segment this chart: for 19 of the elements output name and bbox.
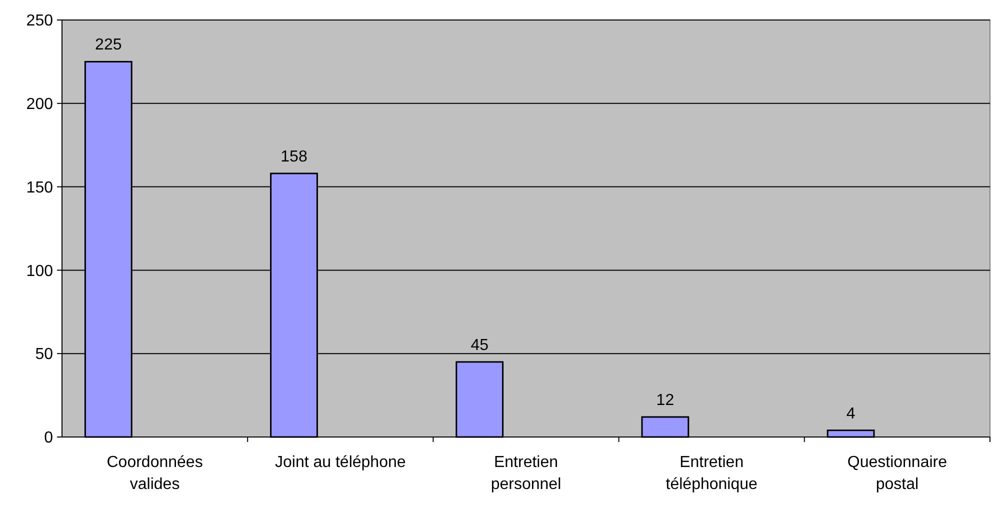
data-label: 225: [95, 36, 122, 54]
y-tick-label: 200: [26, 96, 54, 113]
x-tick-label: Entretien personnel: [490, 454, 562, 493]
data-label: 4: [846, 405, 856, 422]
x-tick-label: Joint au téléphone: [275, 454, 406, 471]
x-tick-label: Coordonnées valides: [106, 454, 203, 493]
y-tick-label: 250: [26, 12, 54, 30]
data-label: 45: [470, 336, 489, 354]
bar: [641, 416, 690, 438]
y-tick-label: 50: [35, 346, 54, 364]
data-label: 158: [280, 148, 308, 166]
x-tick-label: Entretien téléphonique: [666, 454, 758, 493]
x-tick-label: Questionnaire postal: [847, 454, 948, 493]
bar: [826, 430, 875, 438]
bar: [456, 361, 504, 438]
y-tick-label: 0: [44, 430, 54, 447]
data-label: 12: [656, 392, 674, 409]
y-tick-label: 150: [26, 179, 54, 196]
y-tick-label: 100: [26, 262, 54, 280]
